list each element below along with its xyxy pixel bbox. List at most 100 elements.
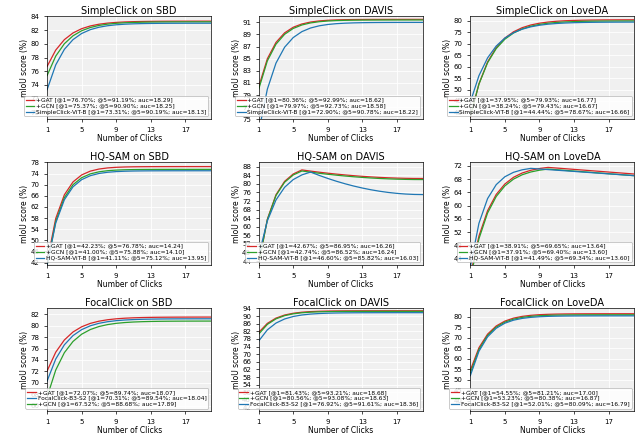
+GAT [@1=42.67%; @5=86.95%; auc=16.26] [281, 179, 289, 184]
+GAT [@1=54.55%; @5=81.21%; auc=17.00] [561, 311, 569, 317]
Line: +GAT [@1=38.91%; @5=69.65%; auc=13.64]: +GAT [@1=38.91%; @5=69.65%; auc=13.64] [470, 168, 634, 276]
FocalClick-B3-S2 [@1=70.31%; @5=89.54%; auc=18.04] [138, 317, 146, 322]
FocalClick-B3-S2 [@1=76.92%; @5=91.61%; auc=18.36] [350, 310, 358, 315]
SimpleClick-ViT-B [@1=72.90%; @5=90.78%; auc=18.22] [333, 21, 340, 26]
FocalClick-B3-S2 [@1=76.92%; @5=91.61%; auc=18.36] [402, 310, 410, 315]
Legend: +GAT [@1=42.67%; @5=86.95%; auc=16.26], +GCN [@1=42.74%; @5=86.52%; auc=16.24], : +GAT [@1=42.67%; @5=86.95%; auc=16.26], … [245, 242, 420, 262]
HQ-SAM-ViT-B [@1=41.49%; @5=69.34%; auc=13.60] [492, 182, 500, 187]
+GCN [@1=80.56%; @5=93.08%; auc=18.63] [324, 309, 332, 314]
+GAT [@1=42.67%; @5=86.95%; auc=16.26] [410, 176, 418, 181]
+GCN [@1=53.23%; @5=80.38%; auc=16.87] [553, 313, 561, 318]
+GCN [@1=42.74%; @5=86.52%; auc=16.24] [281, 179, 289, 185]
FocalClick-B3-S2 [@1=70.31%; @5=89.54%; auc=18.04] [190, 316, 198, 321]
+GAT [@1=42.23%; @5=76.78%; auc=14.24] [52, 216, 60, 221]
+GAT [@1=38.91%; @5=69.65%; auc=13.64] [588, 168, 595, 173]
+GAT [@1=37.95%; @5=79.93%; auc=16.77] [570, 18, 578, 23]
+GCN [@1=53.23%; @5=80.38%; auc=16.87] [536, 313, 543, 318]
+GAT [@1=42.67%; @5=86.95%; auc=16.26] [419, 176, 427, 181]
+GAT [@1=37.95%; @5=79.93%; auc=16.77] [509, 29, 517, 34]
HQ-SAM-ViT-B [@1=46.60%; @5=85.82%; auc=16.03] [272, 197, 280, 202]
HQ-SAM-ViT-B [@1=46.60%; @5=85.82%; auc=16.03] [402, 191, 410, 197]
+GCN [@1=38.24%; @5=79.43%; auc=16.67] [622, 19, 630, 24]
HQ-SAM-ViT-B [@1=41.49%; @5=69.34%; auc=13.60] [509, 170, 517, 175]
SimpleClick-ViT-B [@1=73.31%; @5=90.19%; auc=18.13] [95, 25, 103, 30]
Y-axis label: mIoU score (%): mIoU score (%) [444, 39, 452, 97]
+GAT [@1=81.43%; @5=93.21%; auc=18.68] [350, 308, 358, 314]
Legend: +GAT [@1=37.95%; @5=79.93%; auc=16.77], +GCN [@1=38.24%; @5=79.43%; auc=16.67], : +GAT [@1=37.95%; @5=79.93%; auc=16.77], … [447, 96, 632, 116]
+GAT [@1=72.07%; @5=89.74%; auc=18.07] [156, 314, 163, 320]
HQ-SAM-ViT-B [@1=41.49%; @5=69.34%; auc=13.60] [527, 166, 534, 171]
SimpleClick-ViT-B [@1=73.31%; @5=90.19%; auc=18.13] [44, 87, 51, 92]
+GCN [@1=67.52%; @5=88.68%; auc=17.89] [182, 318, 189, 324]
+GAT [@1=37.95%; @5=79.93%; auc=16.77] [527, 22, 534, 28]
+GCN [@1=67.52%; @5=88.68%; auc=17.89] [78, 332, 86, 337]
+GCN [@1=79.97%; @5=92.73%; auc=18.58] [281, 32, 289, 37]
+GAT [@1=38.91%; @5=69.65%; auc=13.64] [492, 192, 500, 197]
+GAT [@1=37.95%; @5=79.93%; auc=16.77] [630, 17, 638, 22]
+GAT [@1=42.67%; @5=86.95%; auc=16.26] [376, 175, 383, 180]
+GAT [@1=80.36%; @5=92.99%; auc=18.62] [376, 17, 383, 22]
+GAT [@1=76.70%; @5=91.19%; auc=18.29] [156, 19, 163, 24]
+GCN [@1=42.74%; @5=86.52%; auc=16.24] [385, 176, 392, 182]
+GAT [@1=54.55%; @5=81.21%; auc=17.00] [605, 311, 612, 316]
+GCN [@1=37.91%; @5=69.40%; auc=13.60] [622, 172, 630, 178]
+GAT [@1=42.23%; @5=76.78%; auc=14.24] [190, 164, 198, 169]
FocalClick-B3-S2 [@1=52.01%; @5=80.09%; auc=16.79] [484, 334, 492, 340]
+GCN [@1=41.00%; @5=75.88%; auc=14.10] [104, 168, 111, 173]
+GCN [@1=80.56%; @5=93.08%; auc=18.63] [281, 313, 289, 318]
+GAT [@1=37.95%; @5=79.93%; auc=16.77] [605, 17, 612, 22]
+GAT [@1=38.91%; @5=69.65%; auc=13.64] [579, 168, 586, 173]
+GCN [@1=53.23%; @5=80.38%; auc=16.87] [579, 312, 586, 318]
+GCN [@1=41.00%; @5=75.88%; auc=14.10] [138, 167, 146, 172]
Line: +GAT [@1=54.55%; @5=81.21%; auc=17.00]: +GAT [@1=54.55%; @5=81.21%; auc=17.00] [470, 314, 634, 370]
HQ-SAM-ViT-B [@1=46.60%; @5=85.82%; auc=16.03] [341, 181, 349, 187]
Legend: +GAT [@1=76.70%; @5=91.19%; auc=18.29], +GCN [@1=75.37%; @5=90.90%; auc=18.25], : +GAT [@1=76.70%; @5=91.19%; auc=18.29], … [24, 96, 208, 116]
FocalClick-B3-S2 [@1=70.31%; @5=89.54%; auc=18.04] [95, 321, 103, 326]
+GCN [@1=79.97%; @5=92.73%; auc=18.58] [376, 17, 383, 22]
SimpleClick-ViT-B [@1=44.44%; @5=78.67%; auc=16.66] [579, 20, 586, 25]
+GCN [@1=41.00%; @5=75.88%; auc=14.10] [86, 171, 94, 176]
HQ-SAM-ViT-B [@1=41.49%; @5=69.34%; auc=13.60] [475, 220, 483, 226]
+GCN [@1=75.37%; @5=90.90%; auc=18.25] [95, 23, 103, 28]
SimpleClick-ViT-B [@1=73.31%; @5=90.19%; auc=18.13] [113, 22, 120, 27]
+GAT [@1=37.95%; @5=79.93%; auc=16.77] [484, 60, 492, 65]
+GCN [@1=42.74%; @5=86.52%; auc=16.24] [264, 217, 271, 222]
SimpleClick-ViT-B [@1=72.90%; @5=90.78%; auc=18.22] [402, 20, 410, 25]
+GAT [@1=80.36%; @5=92.99%; auc=18.62] [419, 17, 427, 22]
+GAT [@1=72.07%; @5=89.74%; auc=18.07] [182, 314, 189, 320]
+GCN [@1=42.74%; @5=86.52%; auc=16.24] [393, 176, 401, 182]
SimpleClick-ViT-B [@1=73.31%; @5=90.19%; auc=18.13] [156, 21, 163, 26]
+GAT [@1=42.67%; @5=86.95%; auc=16.26] [324, 171, 332, 176]
+GCN [@1=75.37%; @5=90.90%; auc=18.25] [52, 53, 60, 59]
+GAT [@1=42.23%; @5=76.78%; auc=14.24] [207, 164, 215, 169]
HQ-SAM-ViT-B [@1=41.49%; @5=69.34%; auc=13.60] [544, 167, 552, 172]
+GAT [@1=72.07%; @5=89.74%; auc=18.07] [113, 316, 120, 321]
+GAT [@1=76.70%; @5=91.19%; auc=18.29] [121, 19, 129, 25]
+GCN [@1=79.97%; @5=92.73%; auc=18.58] [385, 17, 392, 22]
+GCN [@1=75.37%; @5=90.90%; auc=18.25] [78, 28, 86, 34]
+GAT [@1=81.43%; @5=93.21%; auc=18.68] [358, 308, 366, 314]
+GAT [@1=80.36%; @5=92.99%; auc=18.62] [358, 17, 366, 22]
+GAT [@1=42.67%; @5=86.95%; auc=16.26] [350, 173, 358, 178]
Line: +GCN [@1=53.23%; @5=80.38%; auc=16.87]: +GCN [@1=53.23%; @5=80.38%; auc=16.87] [470, 315, 634, 373]
FocalClick-B3-S2 [@1=70.31%; @5=89.54%; auc=18.04] [104, 319, 111, 324]
FocalClick-B3-S2 [@1=52.01%; @5=80.09%; auc=16.79] [509, 318, 517, 323]
+GAT [@1=42.67%; @5=86.95%; auc=16.26] [333, 172, 340, 177]
HQ-SAM-ViT-B [@1=41.49%; @5=69.34%; auc=13.60] [605, 171, 612, 176]
+GAT [@1=81.43%; @5=93.21%; auc=18.68] [385, 308, 392, 314]
HQ-SAM-ViT-B [@1=46.60%; @5=85.82%; auc=16.03] [298, 172, 306, 178]
+GCN [@1=42.74%; @5=86.52%; auc=16.24] [298, 168, 306, 174]
Line: +GCN [@1=37.91%; @5=69.40%; auc=13.60]: +GCN [@1=37.91%; @5=69.40%; auc=13.60] [470, 169, 634, 279]
SimpleClick-ViT-B [@1=72.90%; @5=90.78%; auc=18.22] [393, 20, 401, 25]
Title: FocalClick on DAVIS: FocalClick on DAVIS [292, 298, 388, 308]
FocalClick-B3-S2 [@1=52.01%; @5=80.09%; auc=16.79] [579, 313, 586, 318]
+GCN [@1=53.23%; @5=80.38%; auc=16.87] [475, 347, 483, 352]
+GCN [@1=79.97%; @5=92.73%; auc=18.58] [333, 18, 340, 23]
+GAT [@1=76.70%; @5=91.19%; auc=18.29] [138, 19, 146, 24]
+GAT [@1=37.95%; @5=79.93%; auc=16.77] [501, 35, 509, 41]
Y-axis label: mIoU score (%): mIoU score (%) [232, 331, 241, 389]
+GAT [@1=81.43%; @5=93.21%; auc=18.68] [393, 308, 401, 314]
SimpleClick-ViT-B [@1=73.31%; @5=90.19%; auc=18.13] [104, 23, 111, 28]
+GAT [@1=42.67%; @5=86.95%; auc=16.26] [289, 171, 297, 176]
+GAT [@1=76.70%; @5=91.19%; auc=18.29] [173, 19, 180, 24]
